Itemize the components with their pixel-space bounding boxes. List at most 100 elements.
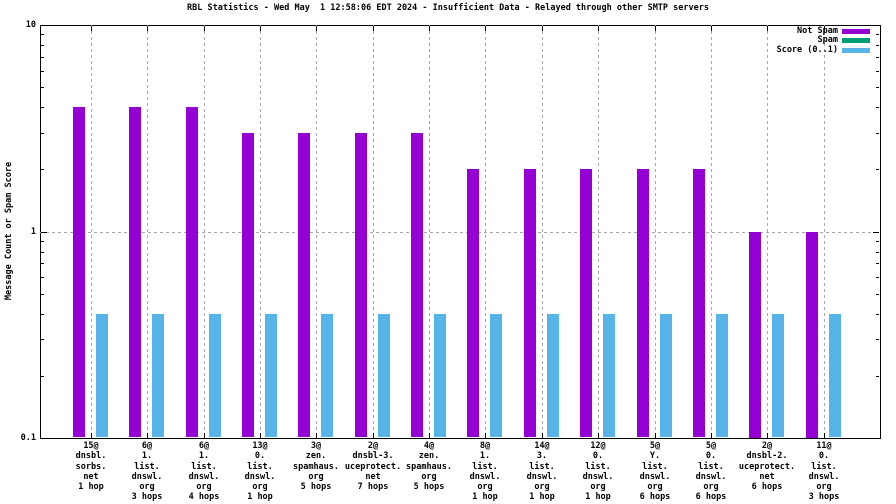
gridline-x-12 xyxy=(767,25,768,438)
y-tick-minor-right-10 xyxy=(876,107,879,108)
y-tick-major-right-0 xyxy=(873,25,879,26)
x-tick-top-12 xyxy=(767,26,768,31)
x-tick-label-13: 11@ 0. list. dnswl. org 3 hops xyxy=(808,441,840,503)
y-tick-minor-right-13 xyxy=(876,57,879,58)
y-tick-minor-right-11 xyxy=(876,87,879,88)
x-tick-top-7 xyxy=(485,26,486,31)
bar-not-spam-2 xyxy=(186,107,198,437)
gridline-x-0 xyxy=(91,25,92,438)
x-tick-bottom-12 xyxy=(767,433,768,438)
x-tick-bottom-5 xyxy=(373,433,374,438)
x-tick-bottom-9 xyxy=(598,433,599,438)
bar-not-spam-9 xyxy=(580,169,592,437)
gridline-y1 xyxy=(40,232,880,233)
x-tick-bottom-7 xyxy=(485,433,486,438)
y-tick-minor-right-7 xyxy=(876,241,879,242)
legend-swatch-1 xyxy=(842,38,870,44)
bar-score-0-1--12 xyxy=(772,314,784,437)
y-tick-minor-left-14 xyxy=(41,45,44,46)
y-tick-minor-left-6 xyxy=(41,252,44,253)
x-tick-label-4: 3@ zen. spamhaus. org 5 hops xyxy=(292,441,340,493)
gridline-x-11 xyxy=(711,25,712,438)
x-tick-bottom-4 xyxy=(316,433,317,438)
bar-not-spam-6 xyxy=(411,133,423,437)
bar-not-spam-7 xyxy=(467,169,479,437)
x-tick-label-1: 6@ 1. list. dnswl. org 3 hops xyxy=(131,441,163,503)
bar-not-spam-3 xyxy=(242,133,254,437)
bar-not-spam-10 xyxy=(637,169,649,437)
x-tick-top-5 xyxy=(373,26,374,31)
y-tick-minor-left-11 xyxy=(41,87,44,88)
x-tick-bottom-10 xyxy=(655,433,656,438)
x-tick-bottom-0 xyxy=(91,433,92,438)
y-tick-minor-right-8 xyxy=(876,169,879,170)
gridline-x-7 xyxy=(485,25,486,438)
y-tick-minor-right-1 xyxy=(876,339,879,340)
y-tick-minor-left-7 xyxy=(41,241,44,242)
x-tick-label-9: 12@ 0. list. dnswl. org 1 hop xyxy=(582,441,614,503)
bar-not-spam-13 xyxy=(806,232,818,438)
x-tick-bottom-6 xyxy=(429,433,430,438)
bar-score-0-1--6 xyxy=(434,314,446,437)
x-tick-top-10 xyxy=(655,26,656,31)
legend-label-0: Not Spam xyxy=(797,26,838,36)
x-tick-label-7: 8@ 1. list. dnswl. org 1 hop xyxy=(469,441,501,503)
bar-not-spam-12 xyxy=(749,232,761,438)
bar-score-0-1--8 xyxy=(547,314,559,437)
y-tick-minor-left-4 xyxy=(41,277,44,278)
gridline-x-10 xyxy=(655,25,656,438)
bar-score-0-1--4 xyxy=(321,314,333,437)
x-tick-bottom-13 xyxy=(824,433,825,438)
y-tick-major-left-0 xyxy=(41,25,47,26)
y-tick-minor-left-9 xyxy=(41,133,44,134)
x-tick-top-11 xyxy=(711,26,712,31)
x-tick-label-5: 2@ dnsbl-3. uceprotect. net 7 hops xyxy=(344,441,402,493)
x-tick-top-13 xyxy=(824,26,825,31)
bar-score-0-1--7 xyxy=(490,314,502,437)
legend-swatch-2 xyxy=(842,47,870,53)
gridline-x-3 xyxy=(260,25,261,438)
x-tick-label-11: 5@ 0. list. dnswl. org 6 hops xyxy=(695,441,727,503)
x-tick-top-8 xyxy=(542,26,543,31)
y-tick-minor-right-14 xyxy=(876,45,879,46)
y-tick-major-left-2 xyxy=(41,438,47,439)
bar-not-spam-8 xyxy=(524,169,536,437)
x-tick-label-8: 14@ 3. list. dnswl. org 1 hop xyxy=(526,441,558,503)
x-tick-bottom-1 xyxy=(147,433,148,438)
y-tick-minor-left-0 xyxy=(41,376,44,377)
bar-not-spam-0 xyxy=(73,107,85,437)
bar-not-spam-11 xyxy=(693,169,705,437)
y-tick-major-left-1 xyxy=(41,232,47,233)
y-tick-minor-left-5 xyxy=(41,263,44,264)
x-tick-bottom-8 xyxy=(542,433,543,438)
y-tick-minor-left-3 xyxy=(41,294,44,295)
y-tick-label-1: 1 xyxy=(30,227,36,237)
y-tick-minor-right-9 xyxy=(876,133,879,134)
x-tick-bottom-3 xyxy=(260,433,261,438)
x-tick-bottom-11 xyxy=(711,433,712,438)
gridline-x-13 xyxy=(824,25,825,438)
y-tick-minor-right-4 xyxy=(876,277,879,278)
y-tick-minor-left-2 xyxy=(41,314,44,315)
x-tick-label-6: 4@ zen. spamhaus. org 5 hops xyxy=(405,441,453,493)
y-tick-major-right-1 xyxy=(873,232,879,233)
y-tick-major-right-2 xyxy=(873,438,879,439)
y-tick-minor-left-10 xyxy=(41,107,44,108)
bar-score-0-1--5 xyxy=(378,314,390,437)
x-tick-label-0: 15@ dnsbl. sorbs. net 1 hop xyxy=(75,441,107,493)
x-tick-bottom-2 xyxy=(204,433,205,438)
y-tick-minor-right-5 xyxy=(876,263,879,264)
bar-score-0-1--2 xyxy=(209,314,221,437)
y-tick-minor-left-12 xyxy=(41,71,44,72)
bar-score-0-1--11 xyxy=(716,314,728,437)
bar-score-0-1--13 xyxy=(829,314,841,437)
chart-title: RBL Statistics - Wed May 1 12:58:06 EDT … xyxy=(187,3,709,13)
y-tick-minor-right-6 xyxy=(876,252,879,253)
bar-score-0-1--0 xyxy=(96,314,108,437)
bar-score-0-1--10 xyxy=(660,314,672,437)
bar-not-spam-1 xyxy=(129,107,141,437)
y-tick-label-0.1: 0.1 xyxy=(20,433,36,443)
y-tick-minor-left-8 xyxy=(41,169,44,170)
legend-swatch-0 xyxy=(842,29,870,34)
